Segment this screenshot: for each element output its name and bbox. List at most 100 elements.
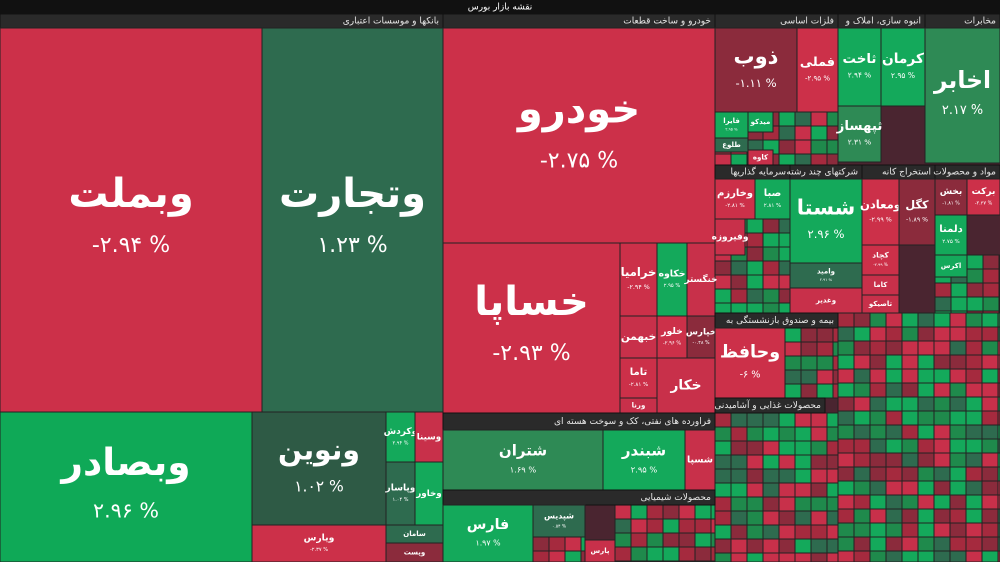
sector-name: بانکها و موسسات اعتباری xyxy=(343,17,439,27)
mosaic-cell xyxy=(965,522,983,538)
mosaic-cell xyxy=(885,354,903,370)
mosaic-cell xyxy=(965,424,983,440)
tile-value: ۲.۳۱ % xyxy=(848,138,872,147)
mosaic-cell xyxy=(982,282,1000,298)
tile-name: تاما xyxy=(630,367,648,378)
tile-value: -۱.۸۱ % xyxy=(942,200,960,206)
mosaic-cell xyxy=(949,396,967,412)
tile-name: وامید xyxy=(817,267,835,275)
mosaic-cell xyxy=(917,522,935,538)
sector-name: بیمه و صندوق بازنشستگی به xyxy=(726,314,834,326)
tile xyxy=(442,242,621,414)
mosaic-cell xyxy=(949,340,967,356)
mosaic-cell xyxy=(714,524,732,540)
mosaic-cell xyxy=(746,412,764,428)
mosaic-cell xyxy=(901,480,919,496)
sector-name: مخابرات xyxy=(964,17,996,27)
mosaic-cell xyxy=(965,480,983,496)
mosaic-cell xyxy=(949,438,967,454)
mosaic-cell xyxy=(901,438,919,454)
sector-name: محصولات شیمیایی xyxy=(641,493,712,503)
tile-value: ۱.۶۹ % xyxy=(510,464,537,474)
mosaic-cell xyxy=(933,438,951,454)
tile-value: -۲.۹۳ % xyxy=(492,341,570,366)
mosaic-cell xyxy=(762,454,780,470)
sector-name: محصولات غذایی و آشامیدنی xyxy=(714,399,821,411)
tile xyxy=(714,218,746,256)
tile-name: خرامیا xyxy=(621,265,657,279)
tile-name: صبا xyxy=(764,188,782,199)
tile-name: کاما xyxy=(874,281,889,289)
mosaic-cell xyxy=(901,550,919,562)
mosaic-cell xyxy=(869,368,887,384)
mosaic-cell xyxy=(646,532,664,548)
mosaic-cell xyxy=(730,440,748,456)
mosaic-cell xyxy=(730,552,748,562)
tile xyxy=(898,178,936,246)
mosaic-cell xyxy=(730,153,748,166)
mosaic-cell xyxy=(949,410,967,426)
mosaic-cell xyxy=(580,536,586,552)
mosaic-cell xyxy=(714,468,732,484)
mosaic-cell xyxy=(933,396,951,412)
tile-name: ورنا xyxy=(632,402,646,410)
mosaic-cell xyxy=(981,494,999,510)
mosaic-cell xyxy=(981,410,999,426)
mosaic-cell xyxy=(901,368,919,384)
mosaic-cell xyxy=(746,218,764,234)
mosaic-cell xyxy=(837,340,855,356)
mosaic-cell xyxy=(997,550,1000,562)
mosaic-cell xyxy=(837,452,855,468)
tile-value: ۲.۹۵ % xyxy=(631,464,658,474)
mosaic-cell xyxy=(580,550,586,562)
mosaic-cell xyxy=(784,383,802,399)
mosaic-cell xyxy=(837,410,855,426)
mosaic-cell xyxy=(885,508,903,524)
mosaic-cell xyxy=(714,260,732,276)
mosaic-cell xyxy=(630,518,648,534)
mosaic-cell xyxy=(762,482,780,498)
mosaic-cell xyxy=(816,369,834,385)
tile xyxy=(442,429,604,491)
mosaic-cell xyxy=(869,522,887,538)
mosaic-cell xyxy=(885,312,903,328)
mosaic-cell xyxy=(901,536,919,552)
mosaic-cell xyxy=(933,480,951,496)
tile xyxy=(584,539,616,562)
mosaic-cell xyxy=(714,426,732,442)
mosaic-cell xyxy=(853,466,871,482)
mosaic-cell xyxy=(933,340,951,356)
mosaic-cell xyxy=(746,552,764,562)
tile-value: -۲.۹۴ % xyxy=(92,233,170,258)
tile-value: ۰.۵۴ % xyxy=(552,524,566,530)
mosaic-cell xyxy=(981,312,999,328)
tile-name: ذوب xyxy=(734,44,779,68)
mosaic-cell xyxy=(885,550,903,562)
mosaic-cell xyxy=(869,382,887,398)
mosaic-cell xyxy=(778,468,796,484)
mosaic-cell xyxy=(901,354,919,370)
tile-value: ۲.۹۵ % xyxy=(725,127,738,132)
mosaic-cell xyxy=(949,494,967,510)
tile-name: وتجارت xyxy=(279,171,426,217)
mosaic-cell xyxy=(826,496,839,512)
mosaic-cell xyxy=(982,296,1000,312)
mosaic-cell xyxy=(837,536,855,552)
mosaic-cell xyxy=(917,382,935,398)
mosaic-cell xyxy=(837,466,855,482)
mosaic-cell xyxy=(730,454,748,470)
mosaic-cell xyxy=(826,510,839,526)
mosaic-cell xyxy=(917,466,935,482)
mosaic-cell xyxy=(800,369,818,385)
mosaic-cell xyxy=(662,546,680,562)
mosaic-cell xyxy=(901,396,919,412)
tile-name: پارس xyxy=(591,547,610,555)
tile-value: ۲.۹۶ % xyxy=(93,498,159,522)
tile-value: -۶ % xyxy=(740,369,761,380)
mosaic-cell xyxy=(714,454,732,470)
mosaic-cell xyxy=(746,260,764,276)
tile xyxy=(686,242,716,317)
mosaic-cell xyxy=(762,538,780,554)
tile xyxy=(714,178,756,220)
mosaic-cell xyxy=(934,282,952,298)
